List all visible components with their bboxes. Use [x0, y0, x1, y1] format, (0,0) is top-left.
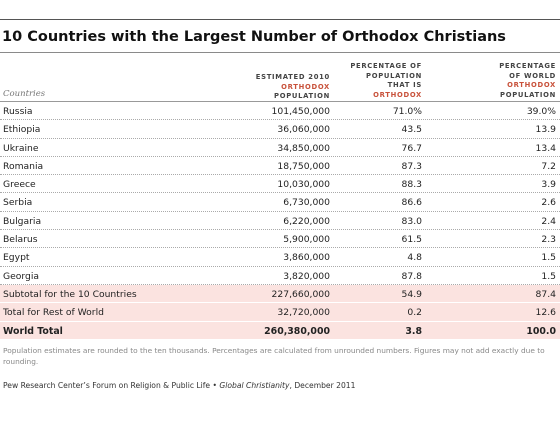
header-col1-line1: Estimated 2010	[255, 73, 330, 81]
subtotal-row: Subtotal for the 10 Countries 227,660,000…	[0, 284, 560, 304]
country-name: Egypt	[3, 252, 30, 264]
pct-world-value: 13.9	[535, 124, 556, 136]
country-name: Ukraine	[3, 142, 39, 154]
population-value: 34,850,000	[277, 142, 330, 154]
population-value: 101,450,000	[271, 106, 330, 117]
header-col3-line2: of World	[509, 71, 556, 80]
pct-population-value: 43.5	[401, 124, 422, 136]
subtotal-population: 227,660,000	[271, 288, 330, 300]
world-total-row: World Total 260,380,000 3.8 100.0	[0, 321, 560, 340]
rest-pct-world: 12.6	[535, 307, 556, 319]
table-row: Georgia 3,820,000 87.8 1.5	[0, 267, 560, 285]
country-name: Georgia	[3, 270, 40, 282]
header-col2-line4: Orthodox	[373, 90, 422, 99]
pct-world-value: 39.0%	[526, 106, 556, 117]
pct-world-value: 2.4	[541, 215, 556, 227]
population-value: 36,060,000	[277, 124, 330, 136]
header-col2-line1: Percentage of	[350, 62, 422, 70]
header-rule	[0, 101, 560, 102]
pct-world-value: 2.6	[541, 197, 556, 209]
header-col3-line1: Percentage	[499, 62, 556, 70]
table-row: Belarus 5,900,000 61.5 2.3	[0, 230, 560, 249]
header-col3-line4: Population	[500, 90, 556, 99]
header-percentage-world: Percentage of World Orthodox Population	[499, 62, 556, 100]
header-countries: Countries	[3, 89, 46, 99]
population-value: 10,030,000	[277, 179, 330, 191]
header-col2-line3: that is	[387, 81, 422, 90]
country-name: Belarus	[3, 234, 38, 246]
pct-population-value: 83.0	[401, 215, 422, 227]
rest-label: Total for Rest of World	[3, 307, 104, 319]
world-total-population: 260,380,000	[264, 325, 330, 337]
table-row: Russia 101,450,000 71.0% 39.0%	[0, 102, 560, 121]
pct-world-value: 2.3	[541, 234, 556, 246]
world-total-pct-world: 100.0	[526, 325, 556, 337]
footnote: Population estimates are rounded to the …	[3, 346, 545, 366]
table-row: Ukraine 34,850,000 76.7 13.4	[0, 139, 560, 157]
table-row: Egypt 3,860,000 4.8 1.5	[0, 248, 560, 267]
pct-world-value: 1.5	[541, 270, 556, 282]
country-name: Romania	[3, 160, 44, 172]
country-name: Bulgaria	[3, 215, 42, 227]
table-row: Serbia 6,730,000 86.6 2.6	[0, 193, 560, 212]
pct-population-value: 87.3	[401, 160, 422, 172]
pct-population-value: 71.0%	[392, 106, 422, 117]
rest-population: 32,720,000	[277, 307, 330, 319]
pct-population-value: 88.3	[401, 179, 422, 191]
header-col2-line2: Population	[366, 71, 422, 80]
source-line: Pew Research Center’s Forum on Religion …	[3, 381, 355, 390]
country-name: Greece	[3, 179, 36, 191]
rest-pct-population: 0.2	[407, 307, 422, 319]
source-org: Pew Research Center’s Forum on Religion …	[3, 381, 217, 390]
pct-world-value: 7.2	[541, 160, 556, 172]
header-percentage-population: Percentage of Population that is Orthodo…	[350, 62, 422, 100]
country-name: Serbia	[3, 197, 33, 209]
rest-of-world-row: Total for Rest of World 32,720,000 0.2 12.6	[0, 303, 560, 322]
pct-population-value: 76.7	[401, 142, 422, 154]
top-rule	[0, 19, 560, 20]
table-row: Ethiopia 36,060,000 43.5 13.9	[0, 120, 560, 139]
population-value: 3,820,000	[283, 270, 330, 282]
pct-world-value: 13.4	[535, 142, 556, 154]
country-name: Russia	[3, 106, 33, 117]
pct-population-value: 86.6	[401, 197, 422, 209]
subtotal-pct-population: 54.9	[401, 288, 422, 300]
source-date: , December 2011	[289, 381, 356, 390]
world-total-pct-population: 3.8	[405, 325, 422, 337]
population-value: 18,750,000	[277, 160, 330, 172]
header-col3-line3: Orthodox	[507, 81, 556, 90]
population-value: 6,730,000	[283, 197, 330, 209]
pct-world-value: 1.5	[541, 252, 556, 264]
pct-population-value: 61.5	[401, 234, 422, 246]
population-value: 5,900,000	[283, 234, 330, 246]
world-total-label: World Total	[3, 325, 63, 337]
population-value: 3,860,000	[283, 252, 330, 264]
pct-population-value: 4.8	[407, 252, 422, 264]
source-publication: Global Christianity	[219, 381, 290, 390]
subtotal-pct-world: 87.4	[535, 288, 556, 300]
table-row: Romania 18,750,000 87.3 7.2	[0, 157, 560, 176]
title-rule	[0, 52, 560, 53]
subtotal-label: Subtotal for the 10 Countries	[3, 288, 137, 300]
table-body: Russia 101,450,000 71.0% 39.0% Ethiopia 36,0…	[0, 102, 560, 340]
header-col1-line3: Population	[274, 92, 330, 101]
pct-world-value: 3.9	[541, 179, 556, 191]
population-value: 6,220,000	[283, 215, 330, 227]
country-name: Ethiopia	[3, 124, 41, 136]
header-col1-line2: Orthodox	[281, 82, 330, 91]
pct-population-value: 87.8	[401, 270, 422, 282]
table-row: Bulgaria 6,220,000 83.0 2.4	[0, 212, 560, 231]
header-estimated-population: Estimated 2010 Orthodox Population	[256, 73, 330, 102]
table-title: 10 Countries with the Largest Number of …	[2, 29, 506, 45]
table-row: Greece 10,030,000 88.3 3.9	[0, 175, 560, 194]
